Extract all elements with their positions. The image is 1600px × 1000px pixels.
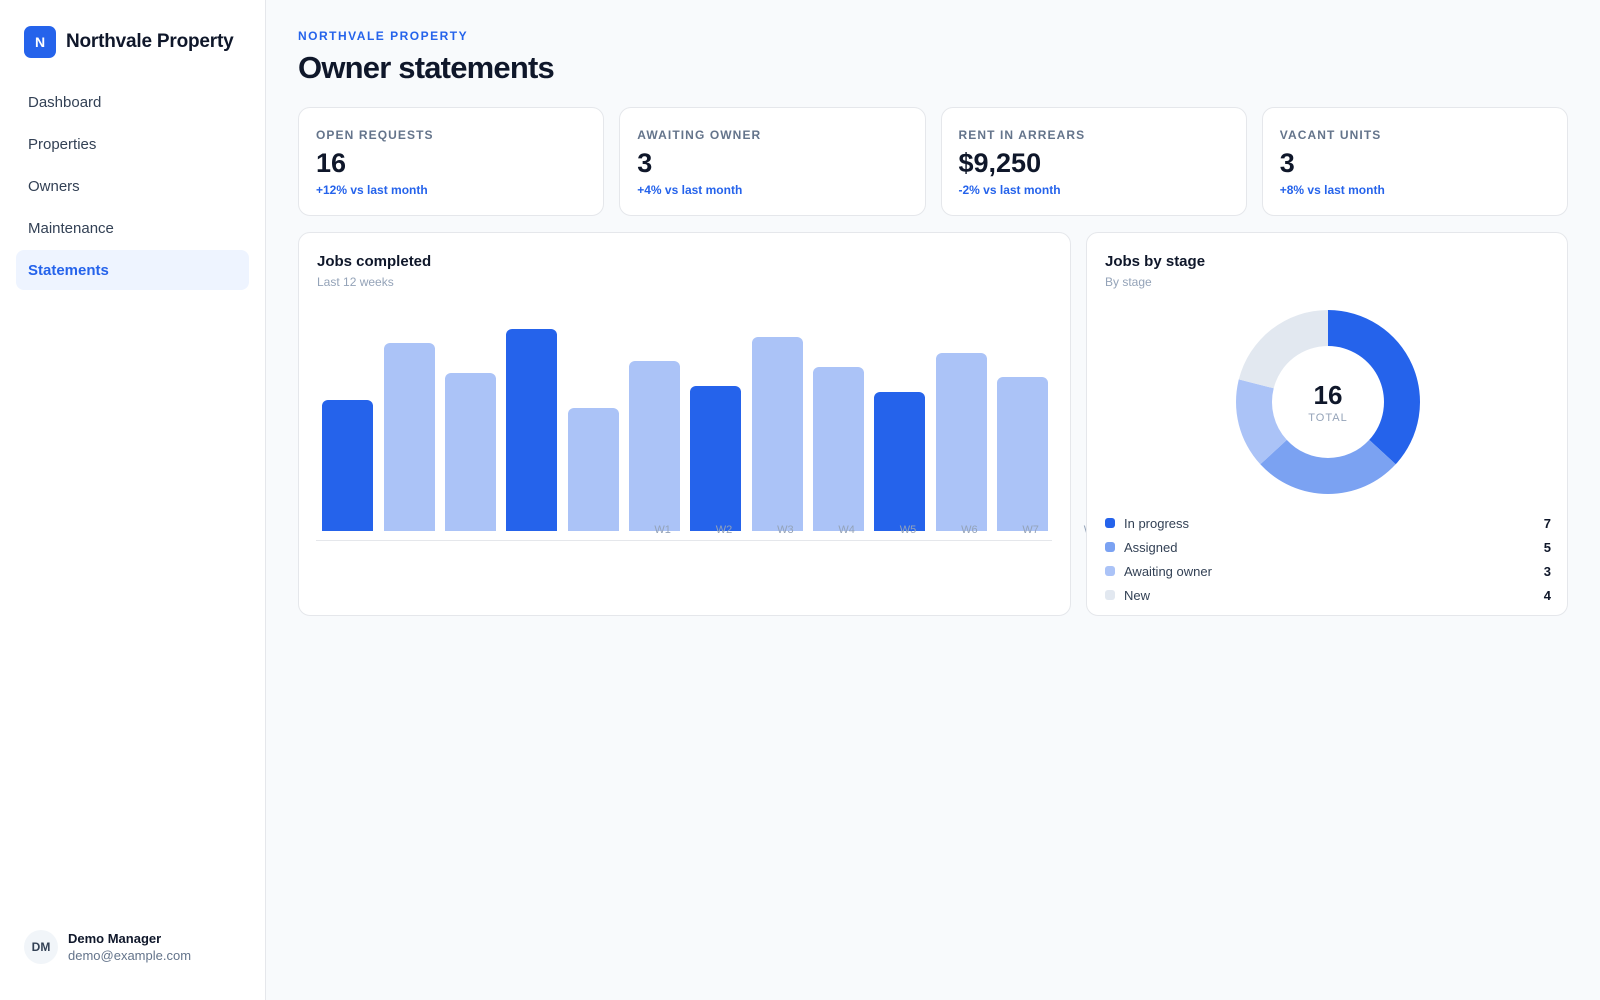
page-title: Owner statements — [298, 50, 555, 85]
kpi-label: RENT IN ARREARS — [958, 128, 1086, 142]
card-subtitle: Last 12 weeks — [317, 275, 394, 289]
legend-label: In progress — [1124, 515, 1190, 531]
bar-w9[interactable] — [812, 367, 864, 531]
donut-slice-new[interactable] — [1238, 310, 1328, 389]
jobs-completed-card: Jobs completed Last 12 weeks — [298, 232, 1071, 616]
donut-slice-assigned[interactable] — [1260, 439, 1396, 495]
legend-label: Assigned — [1124, 539, 1178, 555]
kpi-awaiting-owner: AWAITING OWNER 3 +4% vs last month — [619, 107, 926, 216]
brand[interactable]: N Northvale Property — [24, 26, 234, 58]
card-title: Jobs by stage — [1105, 253, 1206, 270]
legend-item: New 4 — [1105, 583, 1551, 607]
donut-center: 16 TOTAL — [1235, 309, 1421, 495]
donut-chart: 16 TOTAL — [1235, 309, 1421, 495]
kpi-rent-in-arrears: RENT IN ARREARS $9,250 -2% vs last month — [940, 107, 1247, 216]
bar-w12[interactable] — [996, 377, 1048, 531]
bar-w1[interactable] — [322, 399, 374, 531]
sidebar-item-properties[interactable]: Properties — [28, 135, 97, 153]
bar-w8[interactable] — [751, 337, 803, 531]
x-tick-label: W6 — [961, 524, 978, 536]
legend-item: Assigned 5 — [1105, 535, 1551, 559]
sidebar: N Northvale Property Dashboard Propertie… — [0, 0, 266, 1000]
jobs-by-stage-card: Jobs by stage By stage 16 TOTAL In progr… — [1086, 232, 1568, 616]
kpi-open-requests: OPEN REQUESTS 16 +12% vs last month — [298, 107, 605, 216]
kpi-value: $9,250 — [958, 148, 1042, 178]
x-axis-line — [316, 540, 1052, 541]
bar-w11[interactable] — [935, 353, 987, 531]
kpi-delta: +12% vs last month — [316, 183, 428, 197]
user-email: demo@example.com — [68, 948, 192, 963]
x-tick-label: W4 — [838, 524, 855, 536]
legend-swatch — [1105, 566, 1115, 576]
card-subtitle: By stage — [1105, 275, 1152, 289]
kpi-value: 3 — [637, 148, 653, 178]
kpi-vacant-units: VACANT UNITS 3 +8% vs last month — [1261, 107, 1568, 216]
user-profile[interactable]: DM Demo Manager demo@example.com — [24, 930, 191, 964]
bar-w4[interactable] — [506, 329, 558, 531]
donut-slice-in-progress[interactable] — [1328, 310, 1420, 465]
donut-slice-awaiting-owner[interactable] — [1236, 379, 1287, 465]
page-eyebrow: NORTHVALE PROPERTY — [298, 29, 469, 43]
user-name: Demo Manager — [68, 931, 162, 946]
kpi-delta: +4% vs last month — [637, 183, 743, 197]
bar-w3[interactable] — [444, 373, 496, 531]
x-tick-label: W2 — [715, 524, 733, 536]
sidebar-item-statements[interactable]: Statements — [16, 250, 249, 290]
sidebar-nav: Dashboard Properties Owners Maintenance … — [16, 82, 249, 292]
bar-w6[interactable] — [628, 361, 680, 531]
legend-value: 7 — [1543, 515, 1551, 531]
legend-swatch — [1105, 542, 1115, 552]
bar-w7[interactable] — [690, 385, 742, 531]
legend-value: 5 — [1543, 539, 1551, 555]
donut-total-label: TOTAL — [1308, 412, 1348, 424]
sidebar-item-owners[interactable]: Owners — [28, 177, 80, 195]
brand-name: Northvale Property — [66, 31, 234, 52]
x-tick-label: W7 — [1022, 524, 1039, 536]
kpi-value: 3 — [1279, 148, 1295, 178]
legend-label: Awaiting owner — [1124, 563, 1212, 579]
bar-w5[interactable] — [567, 407, 619, 531]
bar-w10[interactable] — [874, 391, 926, 531]
kpi-label: OPEN REQUESTS — [316, 128, 434, 142]
legend-swatch — [1105, 590, 1115, 600]
avatar: DM — [24, 930, 58, 964]
donut-legend: In progress 7 Assigned 5 Awaiting owner 3 New 4 — [1105, 511, 1551, 607]
bar-chart — [317, 311, 1053, 551]
brand-logo: N — [24, 26, 56, 58]
sidebar-item-dashboard[interactable]: Dashboard — [28, 93, 102, 111]
sidebar-item-maintenance[interactable]: Maintenance — [28, 219, 114, 237]
kpi-row: OPEN REQUESTS 16 +12% vs last month AWAI… — [298, 107, 1568, 216]
kpi-value: 16 — [316, 148, 347, 178]
legend-value: 4 — [1543, 587, 1551, 603]
kpi-label: VACANT UNITS — [1279, 128, 1382, 142]
x-tick-label: W5 — [899, 524, 917, 536]
legend-label: New — [1124, 587, 1151, 603]
card-title: Jobs completed — [317, 253, 432, 270]
x-tick-label: W1 — [654, 524, 671, 536]
donut-total: 16 — [1313, 380, 1343, 410]
bar-w2[interactable] — [383, 343, 435, 531]
kpi-delta: +8% vs last month — [1279, 183, 1385, 197]
legend-item: Awaiting owner 3 — [1105, 559, 1551, 583]
legend-swatch — [1105, 518, 1115, 528]
donut-svg — [1236, 310, 1420, 495]
kpi-delta: -2% vs last month — [958, 183, 1061, 197]
legend-value: 3 — [1543, 563, 1551, 579]
x-tick-label: W3 — [777, 524, 794, 536]
legend-item: In progress 7 — [1105, 511, 1551, 535]
kpi-label: AWAITING OWNER — [637, 128, 762, 142]
